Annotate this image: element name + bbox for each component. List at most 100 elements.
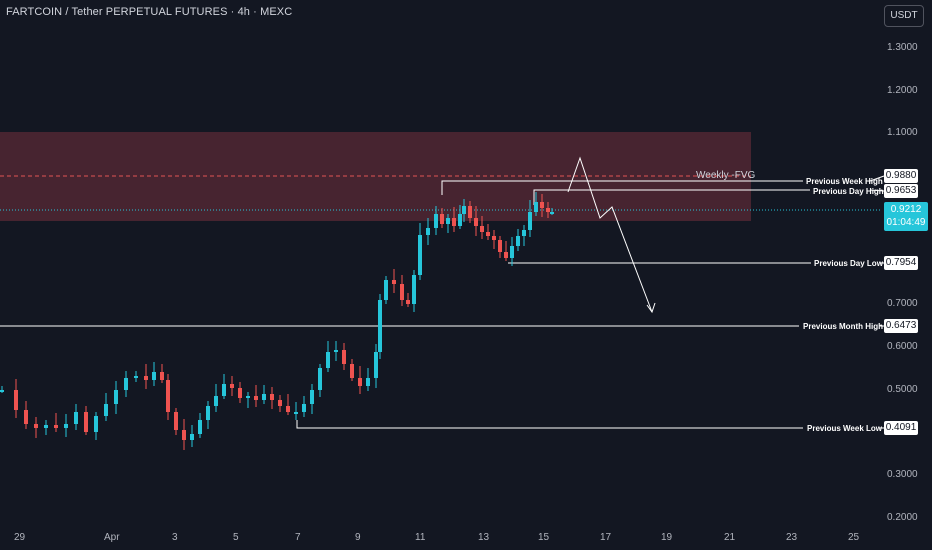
candle-body: [426, 228, 430, 235]
candle-body: [550, 212, 554, 214]
level-connector: [869, 175, 885, 182]
candle-body: [94, 416, 98, 432]
candle-body: [64, 424, 68, 428]
candle-body: [400, 284, 404, 300]
candle-body: [230, 384, 234, 388]
candle-body: [384, 280, 388, 300]
time-tick: 25: [848, 532, 860, 543]
candle-body: [214, 396, 218, 406]
candle-body: [144, 376, 148, 380]
level-value-prev-day-low: 0.7954: [884, 256, 918, 270]
candle-body: [474, 218, 478, 226]
candle-body: [504, 252, 508, 258]
candle-body: [334, 350, 338, 352]
projection-path: [567, 156, 653, 313]
candle-body: [134, 376, 138, 378]
candle-body: [54, 425, 58, 428]
time-tick: 29: [14, 532, 26, 543]
candle-body: [480, 226, 484, 232]
current-price-tag: 0.9212 01:04:49: [884, 202, 928, 231]
time-tick: 15: [538, 532, 550, 543]
candle-body: [440, 214, 444, 224]
candle-body: [452, 218, 456, 226]
fvg-zone-label: Weekly -FVG: [696, 170, 756, 181]
candle-body: [166, 380, 170, 412]
candle-body: [238, 388, 242, 398]
candle-body: [14, 390, 18, 410]
levels-group: [0, 175, 885, 429]
level-label-prev-month-high: Previous Month High: [803, 322, 883, 331]
currency-button[interactable]: USDT: [884, 5, 924, 27]
candle-body: [174, 412, 178, 430]
candle-body: [294, 412, 298, 414]
candle-body: [378, 300, 382, 352]
price-tick: 0.6000: [887, 341, 918, 352]
time-tick: Apr: [104, 532, 120, 543]
candle-body: [262, 394, 266, 400]
candle-body: [342, 350, 346, 364]
time-tick: 13: [478, 532, 490, 543]
chart-title: FARTCOIN / Tether PERPETUAL FUTURES · 4h…: [6, 6, 293, 18]
candle-body: [406, 300, 410, 304]
price-tick: 0.7000: [887, 298, 918, 309]
level-line-prev-day-high: [533, 189, 810, 205]
level-value-prev-day-high: 0.9653: [884, 184, 918, 198]
candles-group: [0, 192, 554, 450]
time-tick: 11: [415, 532, 426, 543]
price-tick: 0.3000: [887, 469, 918, 480]
current-price-value: 0.9212: [890, 204, 922, 215]
price-tick: 0.2000: [887, 512, 918, 523]
candle-body: [358, 378, 362, 386]
candle-body: [206, 406, 210, 420]
time-tick: 9: [355, 532, 361, 543]
candle-body: [374, 352, 378, 378]
candle-body: [24, 410, 28, 424]
candle-body: [270, 394, 274, 400]
candle-body: [222, 384, 226, 396]
candle-body: [302, 404, 306, 412]
time-tick: 21: [724, 532, 736, 543]
candle-body: [198, 420, 202, 434]
candle-countdown: 01:04:49: [886, 217, 926, 228]
candle-body: [182, 430, 186, 440]
candle-body: [350, 364, 354, 378]
level-label-prev-week-high: Previous Week High: [806, 177, 883, 186]
candle-body: [522, 230, 526, 236]
candle-body: [446, 218, 450, 224]
level-line-prev-week-high: [441, 180, 803, 195]
candle-body: [546, 208, 550, 212]
level-value-prev-week-high: 0.9880: [884, 169, 918, 183]
candle-body: [254, 396, 258, 400]
candle-body: [462, 206, 466, 214]
candle-body: [310, 390, 314, 404]
candle-body: [540, 202, 544, 208]
candle-body: [152, 372, 156, 380]
candle-body: [458, 214, 462, 226]
candle-body: [318, 368, 322, 390]
candle-body: [286, 406, 290, 412]
candle-body: [44, 425, 48, 428]
candle-body: [510, 246, 514, 258]
candle-body: [492, 236, 496, 240]
level-value-prev-month-high: 0.6473: [884, 319, 918, 333]
level-line-prev-week-low: [296, 420, 803, 429]
candle-body: [468, 206, 472, 218]
candle-body: [516, 236, 520, 246]
candle-body: [84, 412, 88, 432]
level-value-prev-week-low: 0.4091: [884, 421, 918, 435]
candle-body: [498, 240, 502, 252]
level-label-prev-week-low: Previous Week Low: [807, 424, 882, 433]
candle-body: [326, 352, 330, 368]
candle-body: [190, 434, 194, 440]
level-connector: [869, 189, 885, 192]
time-tick: 19: [661, 532, 673, 543]
candle-body: [160, 372, 164, 380]
candle-body: [534, 202, 538, 212]
candle-body: [486, 232, 490, 236]
time-tick: 17: [600, 532, 612, 543]
level-label-prev-day-low: Previous Day Low: [814, 259, 883, 268]
candle-body: [246, 396, 250, 398]
candle-body: [392, 280, 396, 284]
candle-body: [418, 235, 422, 275]
